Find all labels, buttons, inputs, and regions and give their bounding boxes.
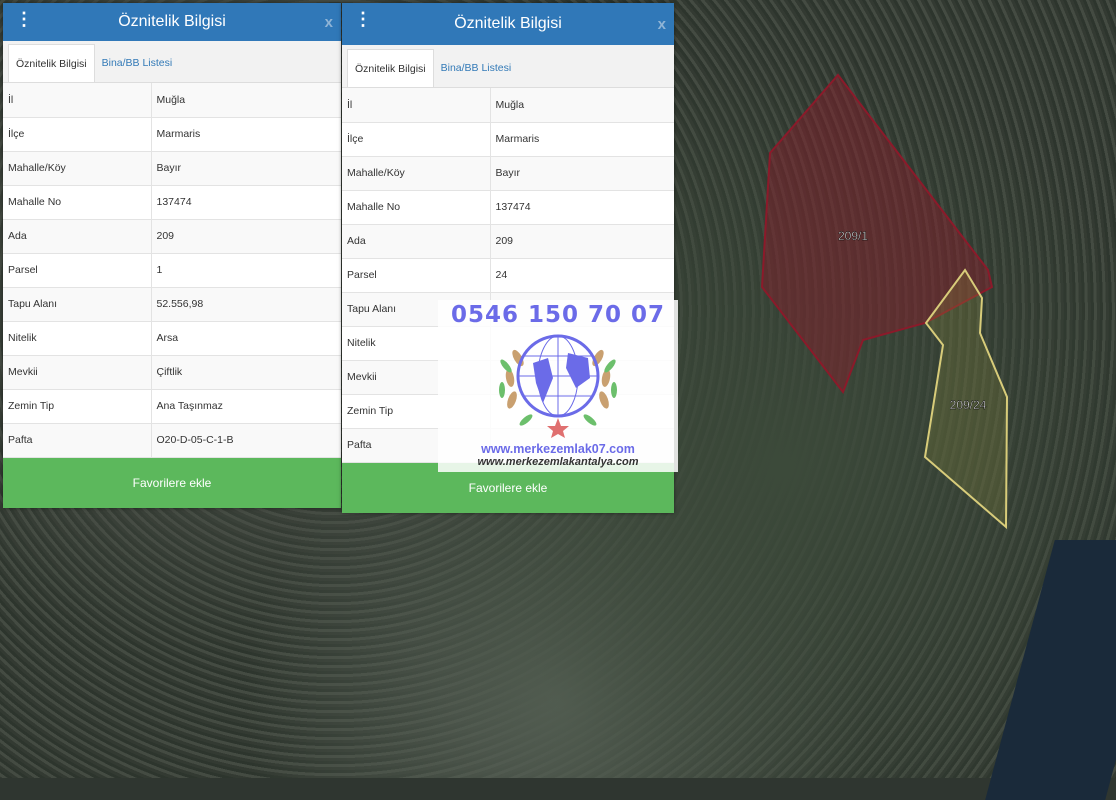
attribute-value: Marmaris <box>151 117 341 152</box>
kebab-menu-icon[interactable]: ⋮ <box>354 9 372 29</box>
parcel-209-24[interactable] <box>923 268 1009 530</box>
attribute-value: Arsa <box>151 321 341 356</box>
attribute-label: İlçe <box>3 117 152 152</box>
attribute-value: Çiftlik <box>151 355 341 390</box>
tab-attributes[interactable]: Öznitelik Bilgisi <box>8 44 95 82</box>
table-row: İl Muğla <box>3 83 341 118</box>
attribute-table: İl Muğla İlçe Marmaris Mahalle/Köy Bayır Mahal… <box>3 83 341 458</box>
attribute-label: İl <box>342 88 491 123</box>
attribute-value: Bayır <box>490 156 674 191</box>
table-row: Parsel 1 <box>3 253 341 288</box>
table-row: Ada 209 <box>3 219 341 254</box>
attribute-label: Ada <box>3 219 152 254</box>
attribute-label: Zemin Tip <box>3 389 152 424</box>
attribute-value: Muğla <box>490 88 674 123</box>
attribute-label: İl <box>3 83 152 118</box>
table-row: Mahalle/Köy Bayır <box>3 151 341 186</box>
add-favorites-button[interactable]: Favorilere ekle <box>3 457 341 508</box>
tab-building-list[interactable]: Bina/BB Listesi <box>101 57 173 69</box>
table-row: Ada 209 <box>342 224 674 259</box>
attribute-value: 209 <box>490 224 674 259</box>
table-row: Nitelik Arsa <box>3 321 341 356</box>
attribute-label: İlçe <box>342 122 491 157</box>
attribute-value: 24 <box>490 258 674 293</box>
table-row: İlçe Marmaris <box>3 117 341 152</box>
panel-title: Öznitelik Bilgisi <box>454 15 562 32</box>
table-row: Tapu Alanı 52.556,98 <box>3 287 341 322</box>
attribute-value: 52.556,98 <box>151 287 341 322</box>
table-row: Pafta O20-D-05-C-1-B <box>3 423 341 458</box>
globe-laurel-logo <box>499 334 617 438</box>
table-row: Mahalle No 137474 <box>342 190 674 225</box>
attribute-value: 209 <box>151 219 341 254</box>
attribute-label: Pafta <box>3 423 152 458</box>
attribute-label: Parsel <box>342 258 491 293</box>
tab-bar: Öznitelik Bilgisi Bina/BB Listesi <box>342 45 674 88</box>
tab-bar: Öznitelik Bilgisi Bina/BB Listesi <box>3 41 341 83</box>
table-row: İlçe Marmaris <box>342 122 674 157</box>
table-row: İl Muğla <box>342 88 674 123</box>
attribute-panel-1: ⋮ Öznitelik Bilgisi x Öznitelik Bilgisi … <box>3 3 341 508</box>
attribute-label: Mahalle No <box>3 185 152 220</box>
table-row: Parsel 24 <box>342 258 674 293</box>
attribute-value: 137474 <box>490 190 674 225</box>
tab-building-list[interactable]: Bina/BB Listesi <box>440 62 512 74</box>
panel-title: Öznitelik Bilgisi <box>118 13 226 30</box>
attribute-label: Ada <box>342 224 491 259</box>
attribute-value: 137474 <box>151 185 341 220</box>
table-row: Mevkii Çiftlik <box>3 355 341 390</box>
attribute-label: Mahalle No <box>342 190 491 225</box>
attribute-label: Nitelik <box>3 321 152 356</box>
parcel-layer: 209/1 209/24 <box>760 73 1009 530</box>
attribute-label: Mahalle/Köy <box>3 151 152 186</box>
kebab-menu-icon[interactable]: ⋮ <box>15 9 33 29</box>
attribute-label: Tapu Alanı <box>3 287 152 322</box>
attribute-value: Bayır <box>151 151 341 186</box>
attribute-value: Muğla <box>151 83 341 118</box>
parcel-label: 209/1 <box>838 229 868 243</box>
close-icon[interactable]: x <box>324 13 333 31</box>
close-icon[interactable]: x <box>657 15 666 33</box>
tab-attributes[interactable]: Öznitelik Bilgisi <box>347 49 434 87</box>
attribute-label: Mahalle/Köy <box>342 156 491 191</box>
table-row: Mahalle/Köy Bayır <box>342 156 674 191</box>
attribute-value: Ana Taşınmaz <box>151 389 341 424</box>
panel-header: ⋮ Öznitelik Bilgisi x <box>342 3 674 45</box>
watermark-site: www.merkezemlakantalya.com <box>477 456 639 468</box>
attribute-value: 1 <box>151 253 341 288</box>
attribute-value: Marmaris <box>490 122 674 157</box>
attribute-label: Mevkii <box>3 355 152 390</box>
panel-header: ⋮ Öznitelik Bilgisi x <box>3 3 341 41</box>
table-row: Zemin Tip Ana Taşınmaz <box>3 389 341 424</box>
attribute-label: Parsel <box>3 253 152 288</box>
attribute-value: O20-D-05-C-1-B <box>151 423 341 458</box>
table-row: Mahalle No 137474 <box>3 185 341 220</box>
watermark-phone: 0546 150 70 07 <box>450 302 666 328</box>
watermark: 0546 150 70 07 www.merkezemlak07.com www… <box>438 300 678 472</box>
watermark-site: www.merkezemlak07.com <box>481 442 635 456</box>
parcel-label: 209/24 <box>950 398 987 412</box>
